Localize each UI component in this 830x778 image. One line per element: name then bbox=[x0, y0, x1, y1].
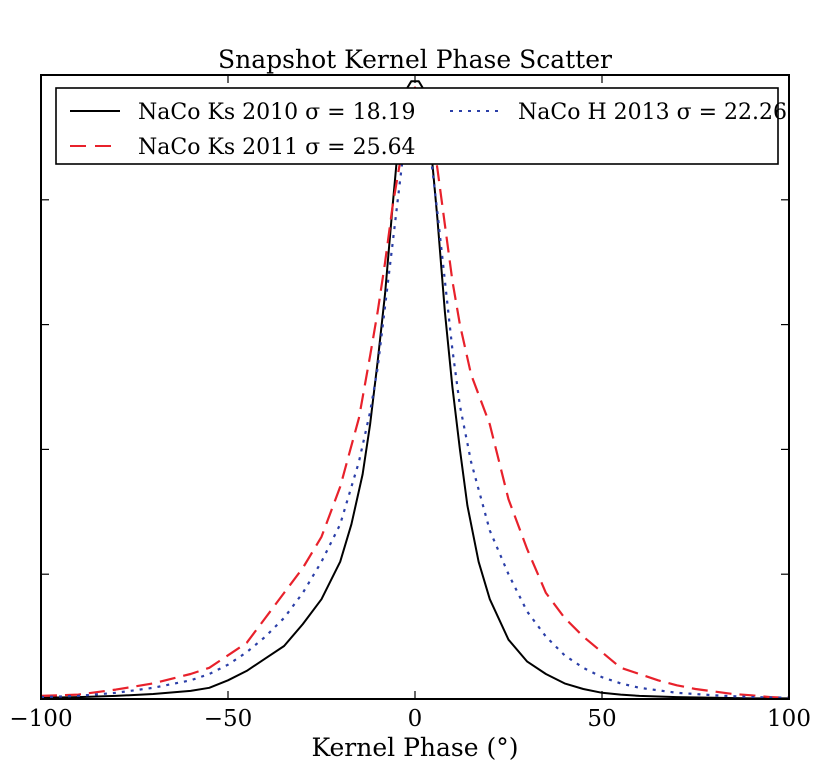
x-axis-label: Kernel Phase (°) bbox=[312, 733, 519, 762]
series-line-2 bbox=[40, 86, 790, 699]
x-tick-label: 100 bbox=[767, 706, 811, 732]
chart-title: Snapshot Kernel Phase Scatter bbox=[218, 45, 612, 74]
series-line-0 bbox=[40, 80, 789, 700]
legend-box bbox=[55, 87, 779, 165]
x-tick-label: −100 bbox=[9, 706, 72, 732]
series-layer bbox=[40, 80, 790, 700]
ticks-layer: −100 −50 0 50 100 bbox=[9, 75, 811, 732]
plot-frame bbox=[40, 74, 790, 700]
x-tick-label: −50 bbox=[204, 706, 253, 732]
x-tick-label: 50 bbox=[587, 706, 616, 732]
legend-label-1: NaCo Ks 2011 σ = 25.64 bbox=[138, 135, 416, 160]
legend-label-2: NaCo H 2013 σ = 22.26 bbox=[518, 100, 787, 125]
legend: NaCo Ks 2010 σ = 18.19 NaCo Ks 2011 σ = 2… bbox=[55, 87, 787, 165]
series-line-1 bbox=[40, 86, 790, 699]
legend-label-0: NaCo Ks 2010 σ = 18.19 bbox=[138, 100, 416, 125]
x-tick-label: 0 bbox=[408, 706, 423, 732]
